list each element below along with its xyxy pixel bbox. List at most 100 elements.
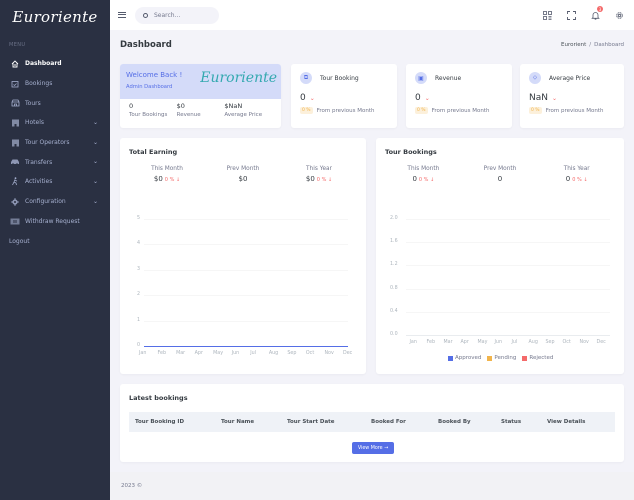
chevron-down-icon: ⌄ bbox=[92, 158, 98, 166]
card-title: Average Price bbox=[549, 74, 591, 82]
topbar: Search... 3 bbox=[110, 0, 634, 30]
sidebar-item-label: Transfers bbox=[25, 158, 53, 166]
sidebar: Euroriente MENU Dashboard Bookings Tours… bbox=[0, 0, 110, 500]
search-icon bbox=[143, 12, 148, 18]
menu-title: MENU bbox=[9, 42, 26, 48]
chevron-down-icon: ⌄ bbox=[92, 178, 98, 186]
legend-approved[interactable]: Approved bbox=[448, 355, 481, 361]
sidebar-item-activities[interactable]: Activities ⌄ bbox=[0, 172, 110, 192]
chevron-down-icon: ⌄ bbox=[424, 94, 430, 102]
col-booked-for: Booked For bbox=[371, 419, 406, 425]
apps-grid-icon[interactable] bbox=[542, 10, 552, 20]
store-icon bbox=[10, 99, 20, 107]
summary-prev-month: Prev Month 0 bbox=[483, 166, 517, 183]
summary-prev-month: Prev Month $0 bbox=[226, 166, 260, 183]
revenue-card: ▣ Revenue 0 ⌄ 0 % From previous Month bbox=[406, 64, 512, 128]
building-icon bbox=[10, 119, 20, 127]
sidebar-item-label: Bookings bbox=[25, 80, 53, 88]
card-title: Tour Bookings bbox=[385, 148, 437, 156]
home-icon bbox=[10, 60, 20, 68]
sidebar-item-dashboard[interactable]: Dashboard bbox=[0, 54, 110, 74]
stat-revenue: $0 Revenue bbox=[176, 102, 201, 118]
copy-icon: ⧉ bbox=[300, 72, 312, 84]
car-icon bbox=[10, 158, 20, 166]
sidebar-item-label: Tours bbox=[25, 99, 41, 107]
chevron-down-icon: ⌄ bbox=[309, 94, 315, 102]
breadcrumb-current: Dashboard bbox=[594, 42, 624, 48]
stat-tour-bookings: 0 Tour Bookings bbox=[129, 102, 168, 118]
latest-bookings-card: Latest bookings Tour Booking ID Tour Nam… bbox=[120, 384, 624, 462]
fullscreen-icon[interactable] bbox=[566, 10, 576, 20]
footer: 2023 © bbox=[110, 472, 634, 500]
welcome-subtitle: Admin Dashboard bbox=[126, 84, 173, 90]
percent-badge: 0 % bbox=[300, 107, 313, 114]
chart-legend: Approved Pending Rejected bbox=[448, 355, 553, 361]
sidebar-item-configuration[interactable]: Configuration ⌄ bbox=[0, 192, 110, 212]
summary-this-year: This Year 0 0 % ↓ bbox=[563, 166, 590, 183]
brand-logo: Euroriente bbox=[200, 70, 277, 86]
search-input[interactable]: Search... bbox=[135, 6, 219, 24]
col-tour-start-date: Tour Start Date bbox=[287, 419, 335, 425]
welcome-card: Welcome Back ! Admin Dashboard Eurorient… bbox=[120, 64, 281, 128]
welcome-title: Welcome Back ! bbox=[126, 71, 183, 79]
sidebar-item-transfers[interactable]: Transfers ⌄ bbox=[0, 152, 110, 172]
settings-gear-icon[interactable] bbox=[614, 10, 624, 20]
sidebar-item-withdraw-request[interactable]: Withdraw Request bbox=[0, 212, 110, 232]
summary-this-year: This Year $0 0 % ↓ bbox=[305, 166, 333, 183]
sidebar-item-label: Hotels bbox=[25, 119, 45, 127]
percent-badge: 0 % bbox=[529, 107, 542, 114]
sidebar-item-tours[interactable]: Tours bbox=[0, 93, 110, 113]
summary-this-month: This Month 0 0 % ↓ bbox=[407, 166, 440, 183]
chevron-down-icon: ⌄ bbox=[92, 197, 98, 205]
sidebar-item-label: Tour Operators bbox=[25, 139, 70, 147]
card-title: Revenue bbox=[435, 74, 462, 82]
col-status: Status bbox=[501, 419, 522, 425]
tour-bookings-card: Tour Bookings This Month 0 0 % ↓ Prev Mont… bbox=[376, 138, 624, 374]
menu-toggle-icon[interactable] bbox=[118, 12, 126, 18]
legend-rejected[interactable]: Rejected bbox=[522, 355, 553, 361]
table-header: Tour Booking ID Tour Name Tour Start Dat… bbox=[129, 412, 615, 432]
col-tour-booking-id: Tour Booking ID bbox=[135, 419, 185, 425]
building-icon bbox=[10, 139, 20, 147]
view-more-button[interactable]: View More → bbox=[352, 442, 394, 454]
summary-this-month: This Month $0 0 % ↓ bbox=[151, 166, 183, 183]
card-value: 0 bbox=[415, 93, 421, 103]
cog-icon bbox=[10, 197, 20, 206]
archive-icon: ▣ bbox=[415, 72, 427, 84]
card-footer: From previous Month bbox=[545, 107, 604, 114]
card-value: 0 bbox=[300, 93, 306, 103]
stat-average-price: $NaN Average Price bbox=[224, 102, 263, 118]
calendar-check-icon bbox=[10, 80, 20, 88]
total-earning-card: Total Earning This Month $0 0 % ↓ Prev Mon… bbox=[120, 138, 366, 374]
chevron-down-icon: ⌄ bbox=[92, 138, 98, 146]
sidebar-item-label: Withdraw Request bbox=[25, 217, 80, 225]
average-price-card: ⬦ Average Price NaN ⌄ 0 % From previous Mon… bbox=[520, 64, 624, 128]
tag-icon: ⬦ bbox=[529, 72, 541, 84]
percent-badge: 0 % bbox=[415, 107, 428, 114]
bell-icon[interactable]: 3 bbox=[590, 6, 603, 20]
col-booked-by: Booked By bbox=[438, 419, 471, 425]
tour-booking-card: ⧉ Tour Booking 0 ⌄ 0 % From previous Month bbox=[291, 64, 397, 128]
card-title: Tour Booking bbox=[320, 74, 359, 82]
card-title: Total Earning bbox=[129, 148, 178, 156]
breadcrumb-item[interactable]: Eurorient bbox=[561, 42, 587, 48]
sidebar-item-hotels[interactable]: Hotels ⌄ bbox=[0, 113, 110, 133]
sidebar-item-label: Configuration bbox=[25, 198, 66, 206]
logo[interactable]: Euroriente bbox=[12, 8, 98, 26]
col-tour-name: Tour Name bbox=[221, 419, 255, 425]
sidebar-item-bookings[interactable]: Bookings bbox=[0, 74, 110, 94]
chevron-down-icon: ⌄ bbox=[551, 94, 558, 102]
sidebar-item-tour-operators[interactable]: Tour Operators ⌄ bbox=[0, 133, 110, 153]
breadcrumb: Eurorient / Dashboard bbox=[561, 42, 624, 48]
search-placeholder: Search... bbox=[154, 11, 181, 19]
card-footer: From previous Month bbox=[316, 107, 375, 114]
notification-badge: 3 bbox=[597, 6, 603, 12]
card-title: Latest bookings bbox=[129, 394, 188, 402]
legend-pending[interactable]: Pending bbox=[487, 355, 516, 361]
walk-icon bbox=[10, 177, 20, 186]
sidebar-item-logout[interactable]: Logout bbox=[0, 231, 110, 251]
page-title: Dashboard bbox=[120, 40, 172, 50]
sidebar-item-label: Activities bbox=[25, 178, 53, 186]
money-icon bbox=[10, 217, 20, 225]
card-footer: From previous Month bbox=[431, 107, 490, 114]
